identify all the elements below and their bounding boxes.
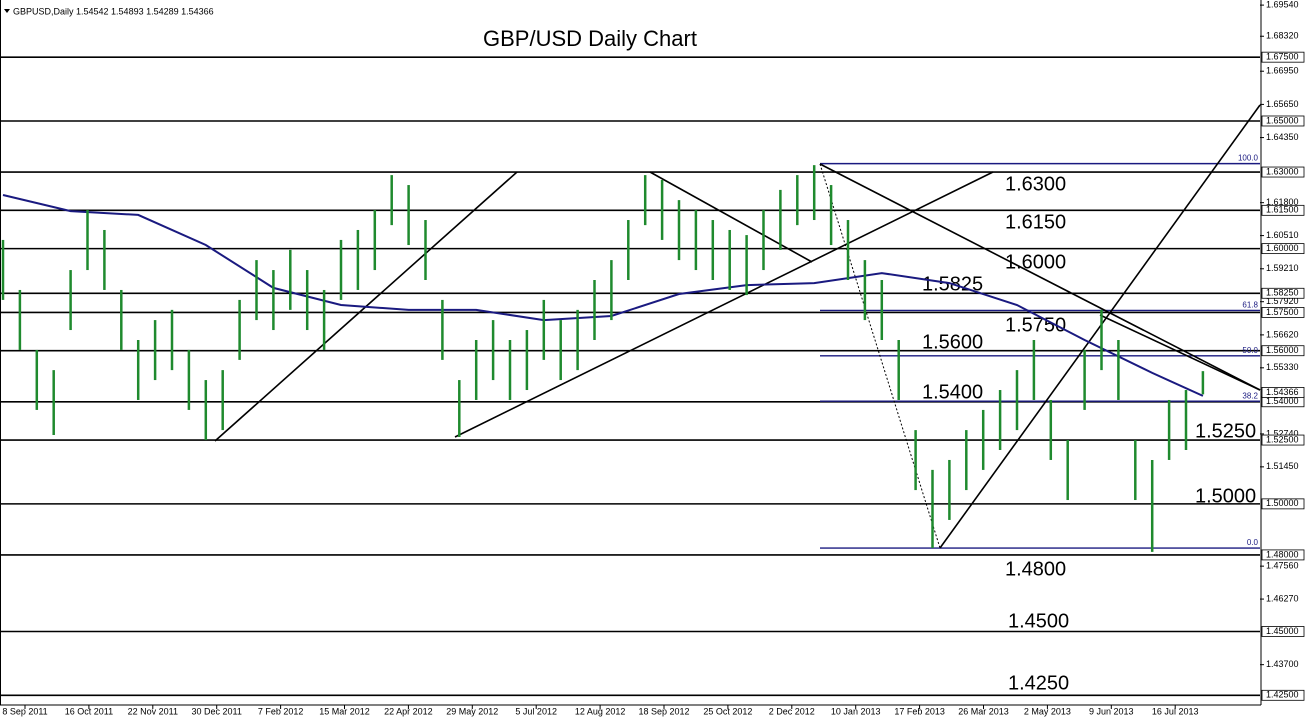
- x-tick-label: 26 Mar 2013: [958, 706, 1009, 716]
- level-label: 1.5750: [1005, 314, 1066, 336]
- x-tick-label: 16 Oct 2011: [65, 706, 113, 716]
- x-tick-label: 10 Jan 2013: [831, 706, 881, 716]
- level-tag-box: [1261, 498, 1305, 510]
- y-tick-label: 1.59210: [1266, 263, 1299, 273]
- y-tick-label: 1.65650: [1266, 99, 1299, 109]
- level-label: 1.5250: [1195, 420, 1256, 442]
- level-label: 1.6300: [1005, 173, 1066, 195]
- x-tick-label: 22 Nov 2011: [128, 706, 178, 716]
- level-tag: 1.50000: [1266, 498, 1299, 508]
- x-tick-label: 17 Feb 2013: [894, 706, 945, 716]
- level-tag-box: [1261, 166, 1305, 178]
- bar-group: [1, 165, 1205, 552]
- fib-label: 50.0: [1242, 346, 1258, 355]
- y-tick-label: 1.47560: [1266, 561, 1299, 571]
- level-tag-box: [1261, 434, 1305, 446]
- level-label: 1.6150: [1005, 211, 1066, 233]
- level-tag: 1.45000: [1266, 626, 1299, 636]
- y-tick-label: 1.52740: [1266, 428, 1299, 438]
- x-tick-label: 18 Sep 2012: [638, 706, 689, 716]
- trendline: [649, 171, 813, 263]
- level-tag-box: [1261, 51, 1305, 63]
- level-tag-box: [1261, 115, 1305, 127]
- current-price-label: 1.54366: [1266, 387, 1299, 397]
- level-tag-box: [1261, 204, 1305, 216]
- x-tick-label: 15 Mar 2012: [319, 706, 370, 716]
- x-tick-label: 7 Feb 2012: [258, 706, 304, 716]
- level-tag-box: [1261, 345, 1305, 357]
- fib-label: 38.2: [1242, 391, 1258, 400]
- trendline: [1099, 314, 1261, 391]
- y-tick-label: 1.68320: [1266, 31, 1299, 41]
- level-tag-box: [1261, 549, 1305, 561]
- y-tick-label: 1.46270: [1266, 593, 1299, 603]
- y-tick-label: 1.64350: [1266, 132, 1299, 142]
- x-tick-label: 25 Oct 2012: [703, 706, 752, 716]
- level-tag: 1.48000: [1266, 549, 1299, 559]
- level-tag: 1.60000: [1266, 243, 1299, 253]
- x-tick-label: 12 Aug 2012: [575, 706, 626, 716]
- trendline: [939, 104, 1261, 549]
- chart-title: GBP/USD Daily Chart: [483, 26, 697, 51]
- x-tick-label: 9 Jun 2013: [1089, 706, 1134, 716]
- level-tag-box: [1261, 307, 1305, 318]
- level-tag-box: [1261, 243, 1305, 255]
- level-tag: 1.42500: [1266, 690, 1299, 700]
- x-tick-label: 22 Apr 2012: [384, 706, 433, 716]
- level-tag-box: [1261, 626, 1305, 637]
- y-tick-label: 1.57920: [1266, 296, 1299, 306]
- level-label: 1.5600: [922, 331, 983, 353]
- x-tick-label: 2 May 2013: [1024, 706, 1071, 716]
- fib-label: 100.0: [1238, 154, 1259, 163]
- level-tag-box: [1261, 689, 1305, 701]
- x-tick-label: 30 Dec 2011: [192, 706, 242, 716]
- y-tick-label: 1.56620: [1266, 329, 1299, 339]
- y-tick-label: 1.60510: [1266, 230, 1299, 240]
- level-tag: 1.61500: [1266, 205, 1299, 215]
- fib-label: 0.0: [1247, 538, 1259, 547]
- x-tick-label: 5 Jul 2012: [515, 706, 557, 716]
- header-icon: [4, 9, 10, 13]
- level-tag: 1.67500: [1266, 52, 1299, 62]
- fib-label: 61.8: [1242, 301, 1258, 310]
- level-tag: 1.65000: [1266, 115, 1299, 125]
- fib-anchor-line: [819, 163, 941, 549]
- y-tick-label: 1.43700: [1266, 659, 1299, 669]
- x-tick-label: 29 May 2012: [446, 706, 498, 716]
- x-tick-label: 2 Dec 2012: [769, 706, 815, 716]
- level-tag: 1.58250: [1266, 288, 1299, 298]
- y-tick-label: 1.66950: [1266, 66, 1299, 76]
- trendline: [819, 163, 1261, 391]
- y-tick-label: 1.51450: [1266, 461, 1299, 471]
- level-label: 1.4800: [1005, 558, 1066, 580]
- level-tag: 1.54000: [1266, 396, 1299, 406]
- y-tick-label: 1.55330: [1266, 362, 1299, 372]
- y-tick-label: 1.61800: [1266, 197, 1299, 207]
- level-label: 1.5400: [922, 381, 983, 403]
- x-tick-label: 8 Sep 2011: [2, 706, 47, 716]
- trendline: [454, 171, 994, 438]
- level-label: 1.4500: [1008, 610, 1069, 632]
- level-tag: 1.56000: [1266, 345, 1299, 355]
- x-tick-label: 16 Jul 2013: [1152, 706, 1199, 716]
- level-tag: 1.63000: [1266, 166, 1299, 176]
- level-tag: 1.52500: [1266, 434, 1299, 444]
- level-label: 1.6000: [1005, 251, 1066, 273]
- level-tag-box: [1261, 287, 1305, 299]
- level-tag: 1.57500: [1266, 307, 1299, 317]
- level-label: 1.4250: [1008, 672, 1069, 694]
- current-price-box: [1261, 387, 1305, 398]
- level-label: 1.5000: [1195, 485, 1256, 507]
- header: GBPUSD,Daily 1.54542 1.54893 1.54289 1.5…: [13, 6, 214, 16]
- y-tick-label: 1.69540: [1266, 0, 1299, 9]
